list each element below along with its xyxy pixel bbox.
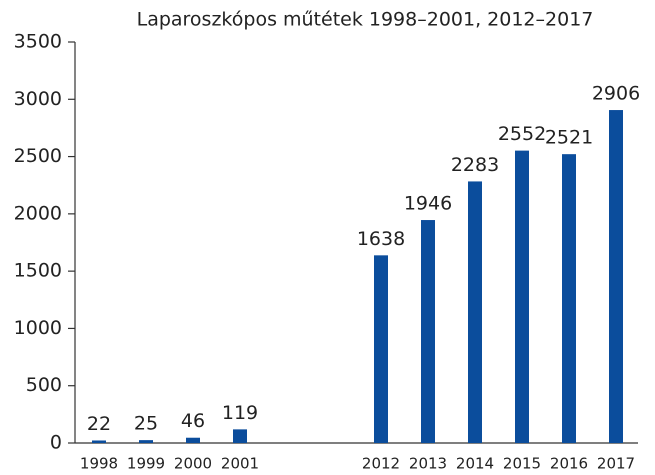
chart-title: Laparoszkópos műtétek 1998–2001, 2012–20…: [137, 9, 594, 31]
y-tick-label: 2000: [14, 202, 62, 224]
bar: [421, 220, 435, 443]
y-tick-label: 3000: [14, 88, 62, 110]
value-label: 1946: [404, 193, 452, 215]
value-label: 2283: [451, 154, 499, 176]
value-label: 25: [134, 413, 158, 435]
x-tick-label: 2012: [362, 455, 400, 473]
y-tick-label: 3500: [14, 31, 62, 53]
x-tick-label: 1999: [127, 455, 165, 473]
x-tick-label: 2016: [550, 455, 588, 473]
bar: [139, 440, 153, 443]
value-label: 22: [87, 413, 111, 435]
value-label: 46: [181, 410, 205, 432]
bar: [92, 440, 106, 443]
value-label: 1638: [357, 228, 405, 250]
x-tick-label: 2013: [409, 455, 447, 473]
x-tick-label: 2015: [503, 455, 541, 473]
y-tick-label: 0: [50, 432, 62, 454]
bar: [233, 429, 247, 443]
bar: [562, 154, 576, 443]
y-tick-label: 1500: [14, 260, 62, 282]
value-label: 119: [222, 402, 258, 424]
x-tick-label: 2000: [174, 455, 212, 473]
bar: [515, 150, 529, 443]
value-label: 2521: [545, 127, 593, 149]
y-tick-label: 2500: [14, 145, 62, 167]
x-tick-label: 2017: [597, 455, 635, 473]
bar: [374, 255, 388, 443]
value-label: 2552: [498, 123, 546, 145]
value-label: 2906: [592, 83, 640, 105]
bar: [186, 437, 200, 443]
y-tick-label: 500: [26, 374, 62, 396]
bar: [468, 181, 482, 444]
x-tick-label: 2001: [221, 455, 259, 473]
bar: [609, 110, 623, 444]
x-tick-label: 1998: [80, 455, 118, 473]
x-tick-label: 2014: [456, 455, 494, 473]
y-tick-label: 1000: [14, 317, 62, 339]
